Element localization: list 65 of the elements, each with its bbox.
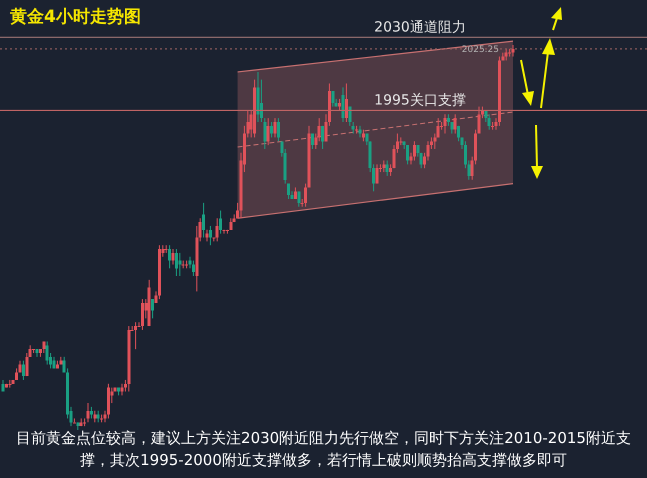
candlestick — [219, 210, 222, 234]
candlestick — [287, 183, 290, 200]
candlestick — [174, 248, 178, 276]
candlestick — [52, 356, 56, 369]
candlestick — [266, 118, 270, 146]
candlestick — [338, 98, 342, 111]
candlestick — [276, 118, 280, 142]
candlestick — [120, 383, 124, 396]
candlestick — [270, 122, 274, 138]
candlestick — [168, 244, 172, 269]
candlestick — [28, 344, 32, 358]
candlestick — [263, 118, 266, 150]
candlestick — [420, 152, 423, 169]
candlestick — [208, 225, 212, 246]
candlestick — [178, 252, 182, 276]
candlestick — [457, 125, 460, 142]
candlestick — [274, 118, 276, 138]
ref-line-label: 1995关口支撑 — [374, 92, 466, 108]
candlestick — [406, 144, 410, 165]
candlestick — [488, 114, 491, 130]
candlestick — [206, 229, 208, 242]
candlestick — [331, 90, 334, 108]
candlestick — [358, 125, 362, 138]
candlestick — [297, 190, 300, 208]
candlestick — [72, 418, 76, 424]
candlestick — [15, 368, 18, 380]
candlestick — [18, 360, 22, 373]
candlestick — [310, 133, 314, 150]
candlestick — [446, 114, 450, 126]
candlestick — [216, 218, 219, 242]
candlestick — [172, 248, 174, 265]
annotation: 目前黄金点位较高，建议上方关注2030附近阻力先行做空，同时下方关注2010-2015附近支撑，其次1995-2000附近支撑做多，若行情上破则顺势抬高支撑做多即可 — [16, 429, 631, 469]
candlestick — [93, 410, 96, 423]
candlestick — [342, 86, 344, 122]
chart-title: 黄金4小时走势图 — [9, 7, 141, 27]
annotation: 2025.25 — [462, 44, 499, 55]
candlestick — [100, 414, 104, 423]
candlestick — [504, 48, 508, 61]
candlestick — [444, 114, 446, 134]
candlestick — [46, 340, 49, 366]
candlestick — [352, 122, 355, 134]
candlestick — [151, 298, 154, 319]
candlestick — [454, 114, 457, 134]
candlestick — [362, 129, 365, 142]
candlestick — [96, 410, 100, 423]
candlestick — [376, 164, 378, 184]
candlestick — [182, 260, 185, 269]
candlestick — [321, 125, 324, 150]
candlestick — [86, 402, 90, 423]
candlestick — [386, 160, 389, 176]
candlestick — [140, 298, 144, 330]
candlestick — [90, 406, 93, 419]
ref-line-label: 2030通道阻力 — [374, 19, 466, 36]
candlestick — [348, 106, 352, 126]
candlestick — [164, 244, 168, 254]
candlestick — [382, 160, 386, 173]
candlestick — [229, 218, 232, 230]
candlestick — [344, 83, 348, 122]
candlestick — [192, 260, 195, 276]
candlestick — [22, 360, 25, 380]
candlestick — [202, 202, 206, 238]
candlestick — [25, 352, 28, 377]
candlestick — [412, 140, 416, 161]
candlestick — [185, 260, 188, 269]
candlestick — [134, 322, 138, 350]
